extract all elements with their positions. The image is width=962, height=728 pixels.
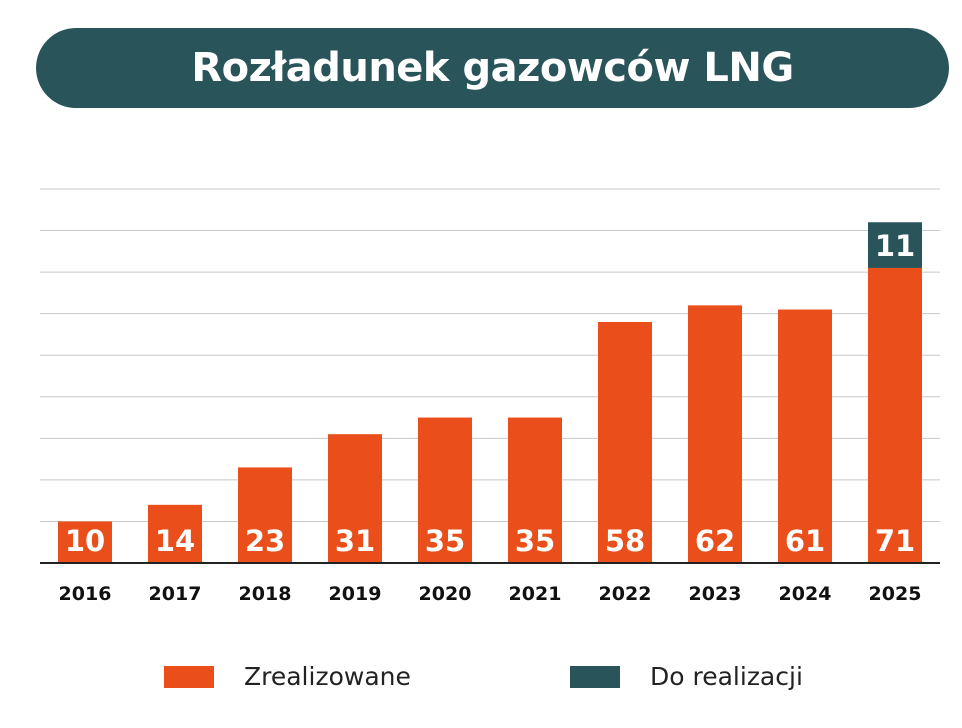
- data-label: 35: [515, 524, 555, 558]
- data-label: 11: [875, 229, 915, 263]
- bar: [508, 417, 562, 563]
- legend-label: Zrealizowane: [244, 662, 411, 691]
- x-tick-label: 2022: [599, 583, 652, 605]
- data-label: 71: [875, 524, 915, 558]
- x-tick-label: 2023: [689, 583, 742, 605]
- bar: [598, 321, 652, 563]
- bar: [238, 467, 292, 563]
- x-tick-label: 2017: [149, 583, 202, 605]
- data-label: 14: [155, 524, 195, 558]
- bar: [418, 417, 472, 563]
- bar: [148, 504, 202, 563]
- data-label: 10: [65, 524, 105, 558]
- bar: [328, 434, 382, 563]
- bar: [778, 309, 832, 563]
- legend-label: Do realizacji: [650, 662, 803, 691]
- data-label: 31: [335, 524, 375, 558]
- legend-swatch: [570, 665, 620, 688]
- chart-title: Rozładunek gazowców LNG: [36, 28, 949, 108]
- x-tick-label: 2024: [779, 583, 832, 605]
- legend-item-do-realizacji: Do realizacji: [570, 662, 803, 691]
- data-label: 62: [695, 524, 735, 558]
- data-label: 61: [785, 524, 825, 558]
- data-label: 23: [245, 524, 285, 558]
- x-tick-label: 2020: [419, 583, 472, 605]
- x-tick-label: 2021: [509, 583, 562, 605]
- bar: [868, 267, 922, 563]
- data-label: 35: [425, 524, 465, 558]
- x-tick-label: 2019: [329, 583, 382, 605]
- x-tick-label: 2016: [59, 583, 112, 605]
- bar: [868, 222, 922, 268]
- legend-swatch: [164, 665, 214, 688]
- bar: [58, 521, 112, 563]
- legend-item-zrealizowane: Zrealizowane: [164, 662, 411, 691]
- x-tick-label: 2025: [869, 583, 922, 605]
- x-tick-label: 2018: [239, 583, 292, 605]
- data-label: 58: [605, 524, 645, 558]
- bar: [688, 305, 742, 563]
